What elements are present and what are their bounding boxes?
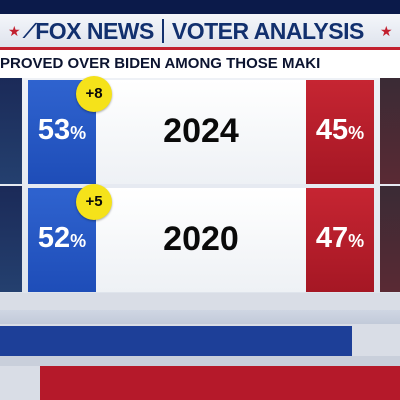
right-photo-strip bbox=[380, 186, 400, 292]
segment-title: VOTER ANALYSIS bbox=[171, 17, 364, 44]
right-percentage: 47% bbox=[306, 220, 374, 259]
right-candidate-box bbox=[306, 80, 374, 184]
right-candidate-box bbox=[306, 188, 374, 292]
lower-divider bbox=[0, 356, 400, 366]
lower-red-bar bbox=[40, 366, 400, 400]
logo-divider bbox=[161, 19, 164, 43]
year-label: 2024 bbox=[163, 112, 239, 150]
left-percentage-value: 53 bbox=[37, 114, 71, 146]
year-label: 2020 bbox=[163, 220, 239, 258]
left-percentage: 52% bbox=[28, 220, 96, 259]
lower-stripe bbox=[0, 310, 400, 324]
star-icon: ★ bbox=[380, 23, 393, 39]
percent-unit: % bbox=[70, 231, 87, 251]
percent-unit: % bbox=[348, 231, 365, 251]
result-row-2020: 52% 2020 47% +5 bbox=[0, 184, 400, 292]
change-badge: +5 bbox=[76, 184, 112, 220]
top-strip bbox=[0, 0, 400, 14]
left-percentage-value: 52 bbox=[37, 222, 71, 254]
right-percentage: 45% bbox=[306, 112, 374, 151]
left-percentage: 53% bbox=[28, 112, 96, 151]
network-logo: ⁄ FOX NEWS VOTER ANALYSIS bbox=[25, 15, 364, 47]
headline-bar: PROVED OVER BIDEN AMONG THOSE MAKI bbox=[0, 50, 400, 78]
result-row-2024: 53% 2024 45% +8 bbox=[0, 76, 400, 184]
network-name: FOX NEWS bbox=[35, 17, 154, 44]
star-icon: ★ bbox=[8, 23, 21, 39]
lower-blue-bar bbox=[0, 326, 352, 356]
change-badge: +8 bbox=[76, 76, 112, 112]
headline-text: PROVED OVER BIDEN AMONG THOSE MAKI bbox=[0, 55, 321, 72]
right-percentage-value: 47 bbox=[315, 222, 349, 254]
year-box bbox=[96, 80, 306, 184]
left-photo-strip bbox=[0, 78, 22, 184]
year-box bbox=[96, 188, 306, 292]
right-percentage-value: 45 bbox=[315, 114, 349, 146]
right-photo-strip bbox=[380, 78, 400, 184]
banner-underline bbox=[0, 47, 400, 50]
left-photo-strip bbox=[0, 186, 22, 292]
percent-unit: % bbox=[70, 123, 87, 143]
percent-unit: % bbox=[348, 123, 365, 143]
title-banner bbox=[0, 14, 400, 50]
